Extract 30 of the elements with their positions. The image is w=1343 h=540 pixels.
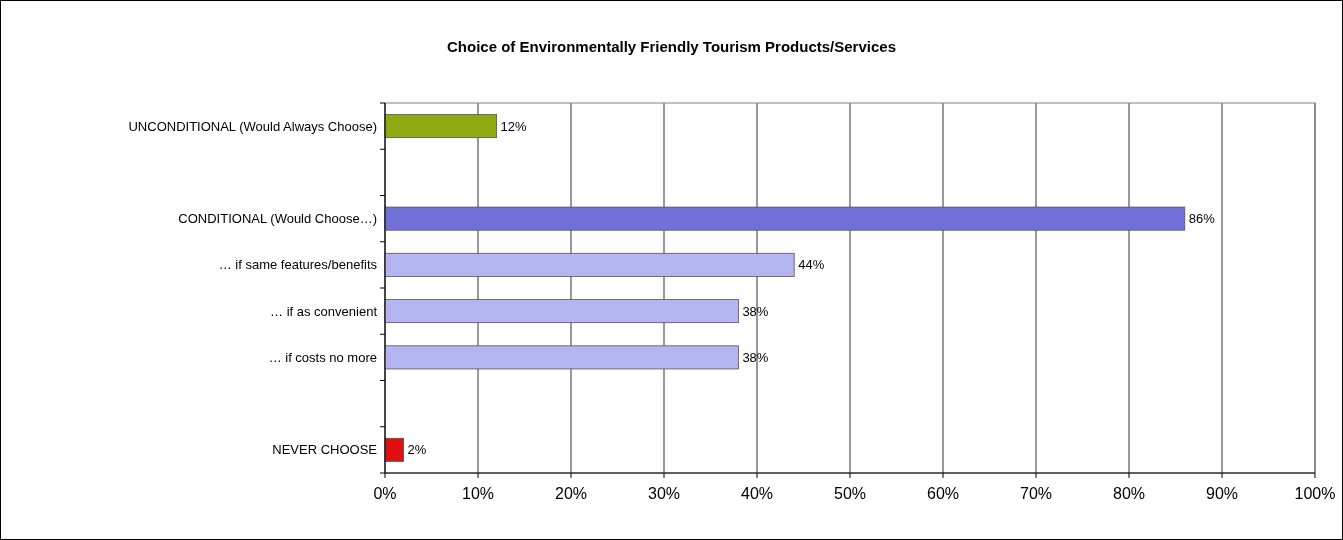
bar bbox=[384, 345, 739, 370]
y-tick-label: … if same features/benefits bbox=[218, 257, 378, 273]
data-label: 38% bbox=[742, 349, 769, 365]
y-tick-label: … if costs no more bbox=[268, 349, 377, 365]
x-tick-label: 30% bbox=[647, 485, 681, 502]
x-tick-label: 10% bbox=[461, 485, 495, 502]
chart-title: Choice of Environmentally Friendly Tourism Products/Services bbox=[446, 38, 897, 55]
x-tick-label: 100% bbox=[1294, 485, 1336, 502]
bar bbox=[384, 206, 1186, 231]
data-label: 44% bbox=[798, 257, 825, 273]
x-tick-label: 90% bbox=[1205, 485, 1239, 502]
x-tick-label: 0% bbox=[373, 485, 397, 502]
x-tick-label: 80% bbox=[1112, 485, 1146, 502]
x-tick-label: 60% bbox=[926, 485, 960, 502]
bar bbox=[384, 437, 404, 462]
x-tick-label: 20% bbox=[554, 485, 588, 502]
data-label: 2% bbox=[407, 442, 427, 458]
y-tick-label: NEVER CHOOSE bbox=[272, 442, 378, 458]
data-label: 86% bbox=[1188, 211, 1216, 227]
y-tick-label: UNCONDITIONAL (Would Always Choose) bbox=[128, 118, 377, 134]
bar bbox=[384, 114, 497, 139]
x-tick-label: 50% bbox=[833, 485, 867, 502]
data-label: 38% bbox=[742, 303, 769, 319]
x-tick-label: 40% bbox=[740, 485, 774, 502]
y-tick-label: CONDITIONAL (Would Choose…) bbox=[178, 211, 377, 227]
bar bbox=[384, 252, 795, 277]
data-label: 12% bbox=[500, 118, 528, 134]
bar bbox=[384, 299, 739, 324]
y-tick-label: … if as convenient bbox=[270, 303, 378, 319]
x-tick-label: 70% bbox=[1019, 485, 1053, 502]
